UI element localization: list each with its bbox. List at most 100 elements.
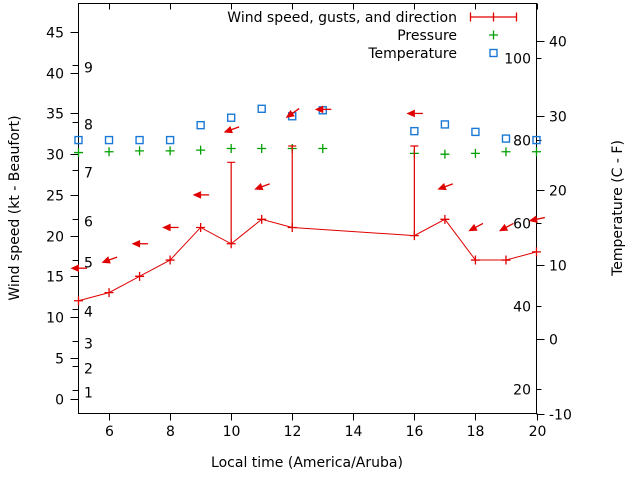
pressure-marker bbox=[226, 143, 236, 153]
x-tick-label: 8 bbox=[166, 424, 175, 440]
beaufort-label: 1 bbox=[84, 386, 93, 402]
plot-area: 6 8 10 12 14 16 18 2005101520253035404512345678… bbox=[46, 3, 572, 440]
celsius-tick-label: 0 bbox=[549, 333, 558, 349]
legend: Wind speed, gusts, and direction Pressur… bbox=[227, 10, 518, 62]
legend-label-wind: Wind speed, gusts, and direction bbox=[227, 10, 457, 26]
beaufort-label: 2 bbox=[84, 362, 93, 378]
celsius-tick-label: -10 bbox=[549, 408, 572, 424]
wind-direction-arrow bbox=[254, 183, 270, 191]
right-axis-label: Temperature (C - F) bbox=[610, 140, 626, 277]
pressure-marker bbox=[135, 146, 145, 156]
beaufort-label: 3 bbox=[84, 337, 93, 353]
fahrenheit-label: 100 bbox=[504, 52, 531, 68]
temperature-marker bbox=[165, 135, 175, 145]
legend-sample-wind-errorbar bbox=[469, 12, 518, 22]
kt-tick-label: 0 bbox=[55, 393, 64, 409]
wind-direction-arrow bbox=[528, 215, 545, 223]
wind-point-marker bbox=[135, 271, 145, 281]
temperature-series bbox=[74, 104, 541, 145]
x-tick-label: 20 bbox=[529, 424, 547, 440]
wind-point-marker bbox=[532, 247, 541, 257]
kt-tick-label: 30 bbox=[46, 148, 64, 164]
wind-direction-arrow bbox=[314, 105, 332, 114]
wind-point-marker bbox=[257, 214, 267, 224]
wind-series bbox=[70, 105, 545, 306]
beaufort-label: 8 bbox=[84, 118, 93, 134]
temperature-marker bbox=[135, 135, 144, 145]
kt-tick-label: 15 bbox=[46, 270, 64, 286]
pressure-marker bbox=[165, 146, 175, 156]
wind-direction-arrow bbox=[437, 183, 454, 191]
pressure-marker bbox=[74, 148, 83, 158]
wind-direction-arrow bbox=[192, 191, 210, 199]
fahrenheit-label: 80 bbox=[513, 134, 531, 150]
x-axis-label: Local time (America/Aruba) bbox=[211, 455, 403, 471]
wind-direction-arrow bbox=[70, 264, 87, 272]
fahrenheit-label: 20 bbox=[513, 383, 531, 399]
legend-label-temperature: Temperature bbox=[367, 46, 457, 62]
fahrenheit-label: 40 bbox=[513, 300, 531, 316]
fahrenheit-label: 60 bbox=[513, 217, 531, 233]
temperature-marker bbox=[532, 135, 541, 145]
kt-tick-label: 45 bbox=[46, 26, 64, 42]
x-tick-label: 18 bbox=[467, 424, 485, 440]
wind-point-marker bbox=[104, 288, 114, 298]
gust-bar bbox=[288, 145, 297, 228]
wind-direction-arrow bbox=[223, 125, 240, 134]
x-tick-label: 10 bbox=[223, 424, 241, 440]
temperature-marker bbox=[440, 120, 450, 129]
x-tick-label: 14 bbox=[345, 424, 363, 440]
wind-point-marker bbox=[74, 296, 83, 306]
wind-direction-arrow bbox=[285, 108, 300, 119]
beaufort-label: 4 bbox=[84, 305, 93, 321]
x-tick-label: 16 bbox=[406, 424, 424, 440]
celsius-tick-label: 30 bbox=[549, 110, 567, 126]
legend-sample-temperature-square bbox=[489, 48, 498, 58]
legend-label-pressure: Pressure bbox=[397, 28, 457, 44]
pressure-marker bbox=[470, 148, 480, 158]
gust-bar bbox=[227, 161, 236, 244]
wind-direction-arrow bbox=[131, 239, 149, 248]
temperature-marker bbox=[471, 127, 480, 137]
temperature-marker bbox=[410, 126, 419, 136]
kt-tick-label: 20 bbox=[46, 230, 64, 246]
beaufort-label: 5 bbox=[84, 256, 93, 272]
pressure-marker bbox=[501, 147, 511, 157]
kt-tick-label: 5 bbox=[55, 352, 64, 368]
temperature-marker bbox=[257, 104, 266, 113]
pressure-series bbox=[74, 143, 541, 159]
temperature-marker bbox=[74, 135, 83, 145]
pressure-marker bbox=[532, 147, 541, 157]
beaufort-label: 6 bbox=[84, 215, 93, 231]
wind-direction-arrow bbox=[101, 256, 118, 264]
wind-point-marker bbox=[501, 255, 511, 265]
pressure-marker bbox=[440, 149, 450, 159]
celsius-tick-label: 20 bbox=[549, 184, 567, 200]
temperature-marker bbox=[104, 135, 114, 145]
kt-tick-label: 35 bbox=[46, 107, 64, 123]
beaufort-label: 7 bbox=[84, 166, 93, 182]
wind-line bbox=[78, 218, 537, 302]
kt-tick-label: 40 bbox=[46, 67, 64, 83]
celsius-tick-label: 10 bbox=[549, 259, 567, 275]
pressure-marker bbox=[196, 145, 206, 155]
left-axis-label: Wind speed (kt - Beaufort) bbox=[7, 115, 23, 300]
wind-point-marker bbox=[440, 214, 450, 224]
wind-point-marker bbox=[196, 222, 206, 232]
axes: 6 8 10 12 14 16 18 2005101520253035404512345678… bbox=[46, 3, 572, 440]
temperature-marker bbox=[226, 113, 236, 122]
wind-direction-arrow bbox=[162, 223, 179, 232]
kt-tick-label: 10 bbox=[46, 311, 64, 327]
celsius-tick-label: 40 bbox=[549, 35, 567, 51]
x-tick-label: 12 bbox=[284, 424, 302, 440]
temperature-marker bbox=[501, 134, 511, 143]
beaufort-label: 9 bbox=[84, 61, 93, 77]
wind-point-marker bbox=[165, 255, 175, 265]
pressure-marker bbox=[318, 143, 328, 153]
pressure-marker bbox=[257, 143, 267, 153]
wind-point-marker bbox=[470, 255, 480, 265]
legend-sample-pressure-cross bbox=[489, 30, 498, 40]
kt-tick-label: 25 bbox=[46, 189, 64, 205]
